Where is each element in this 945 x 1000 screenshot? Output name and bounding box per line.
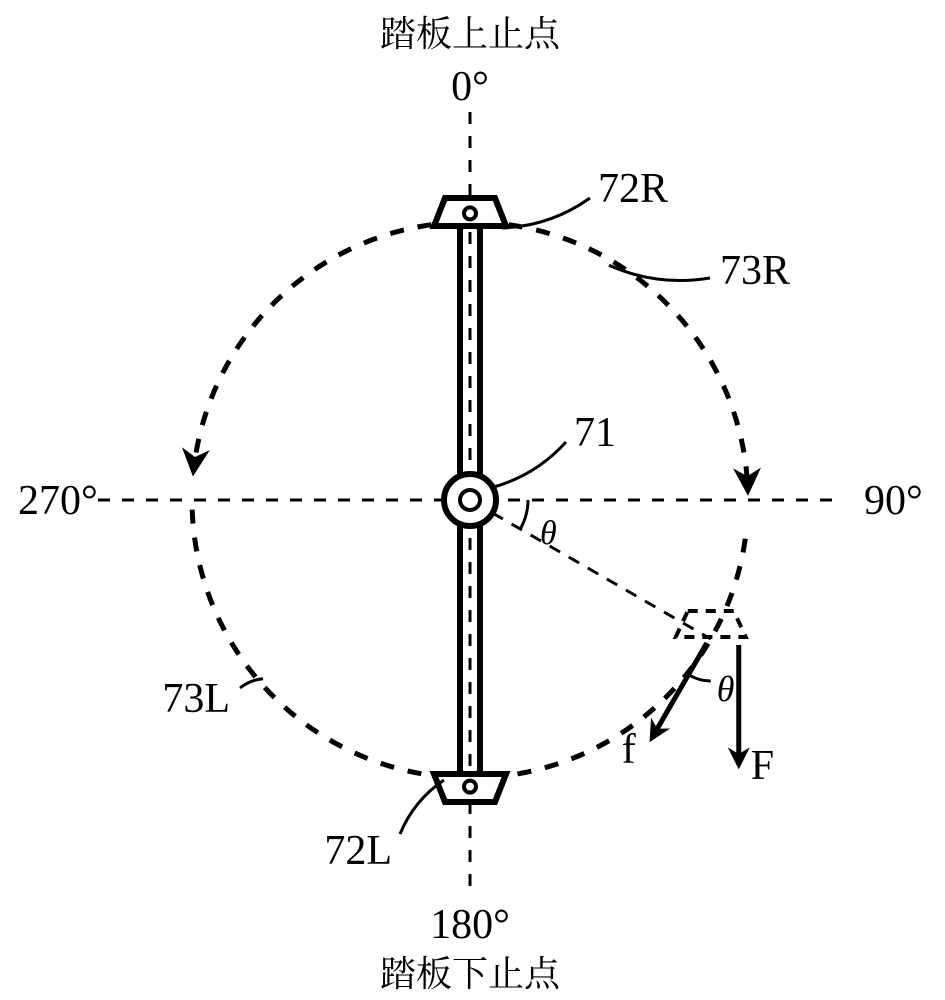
label-top-cjk: 踏板上止点	[380, 6, 561, 57]
leader-73L	[240, 679, 263, 688]
label-theta-pedal: θ	[717, 669, 735, 709]
crank-dashed-radial	[493, 513, 711, 639]
label-73L: 73L	[162, 676, 230, 722]
circle-arc-upper-left	[194, 225, 432, 471]
circle-arc-lower-left	[192, 510, 441, 777]
hub-inner	[460, 490, 480, 510]
circle-arc-right	[509, 225, 748, 491]
label-bottom-cjk: 踏板下止点	[380, 946, 561, 997]
label-72L: 72L	[324, 828, 392, 874]
label-theta-center: θ	[540, 515, 557, 552]
circle-arc-lower-right	[489, 539, 745, 778]
label-0deg: 0°	[451, 64, 489, 110]
label-73R: 73R	[720, 248, 790, 294]
label-f: f	[622, 726, 636, 772]
label-180deg: 180°	[430, 902, 510, 948]
pedal-bottom-pin	[464, 781, 476, 793]
label-72R: 72R	[598, 166, 668, 212]
pedal-top-pin	[464, 207, 476, 219]
leader-71	[490, 442, 566, 488]
vector-f	[652, 643, 707, 738]
label-F: F	[751, 743, 774, 789]
label-270deg: 270°	[18, 478, 98, 524]
label-71: 71	[574, 410, 616, 456]
theta-arc-pedal	[690, 675, 711, 681]
label-90deg: 90°	[864, 478, 923, 524]
theta-arc-center	[520, 500, 528, 529]
